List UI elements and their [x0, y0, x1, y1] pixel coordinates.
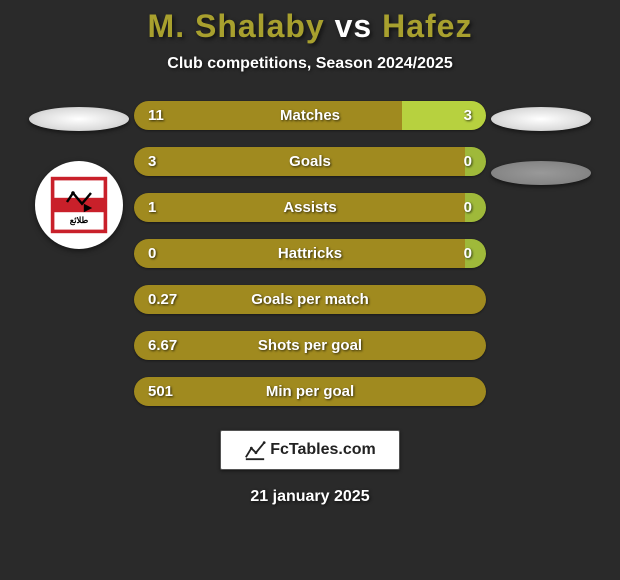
stat-bar-left-fill [134, 101, 402, 130]
chart-icon [244, 439, 266, 461]
stat-bar-left-fill [134, 377, 486, 406]
stat-bar-row: 00Hattricks [134, 239, 486, 268]
zamalek-crest-icon: طلائع [49, 175, 109, 235]
svg-text:طلائع: طلائع [70, 215, 89, 226]
stat-bar-row: 0.27Goals per match [134, 285, 486, 314]
title-player2: Hafez [382, 8, 472, 44]
stat-bar-left-fill [134, 193, 465, 222]
stat-bar-row: 30Goals [134, 147, 486, 176]
stat-bar-row: 501Min per goal [134, 377, 486, 406]
right-column [486, 101, 596, 185]
title-player1: M. Shalaby [148, 8, 325, 44]
stat-bar-right-fill [402, 101, 486, 130]
title-vs: vs [335, 8, 373, 44]
subtitle: Club competitions, Season 2024/2025 [167, 55, 452, 73]
left-column: طلائع [24, 101, 134, 249]
title: M. Shalaby vs Hafez [148, 8, 473, 45]
stat-bar-left-fill [134, 331, 486, 360]
stat-bar-row: 10Assists [134, 193, 486, 222]
logo-text: FcTables.com [270, 441, 376, 459]
infographic-container: M. Shalaby vs Hafez Club competitions, S… [0, 0, 620, 580]
stat-bar-right-fill [465, 239, 486, 268]
stat-bar-row: 113Matches [134, 101, 486, 130]
stat-bar-left-fill [134, 147, 465, 176]
stats-area: طلائع 113Matches 30Goals 10Assists 00Hattri… [0, 101, 620, 406]
stat-bar-left-fill [134, 285, 486, 314]
fctables-logo: FcTables.com [220, 430, 400, 470]
player1-placeholder-icon [29, 107, 129, 131]
player2-club-placeholder-icon [491, 161, 591, 185]
stat-bar-right-fill [465, 147, 486, 176]
footer-date: 21 january 2025 [250, 488, 369, 506]
stat-bar-right-fill [465, 193, 486, 222]
stat-bar-row: 6.67Shots per goal [134, 331, 486, 360]
stat-bar-left-fill [134, 239, 465, 268]
stat-bars: 113Matches 30Goals 10Assists 00Hattricks 0.2… [134, 101, 486, 406]
player1-club-badge: طلائع [35, 161, 123, 249]
player2-placeholder-icon [491, 107, 591, 131]
